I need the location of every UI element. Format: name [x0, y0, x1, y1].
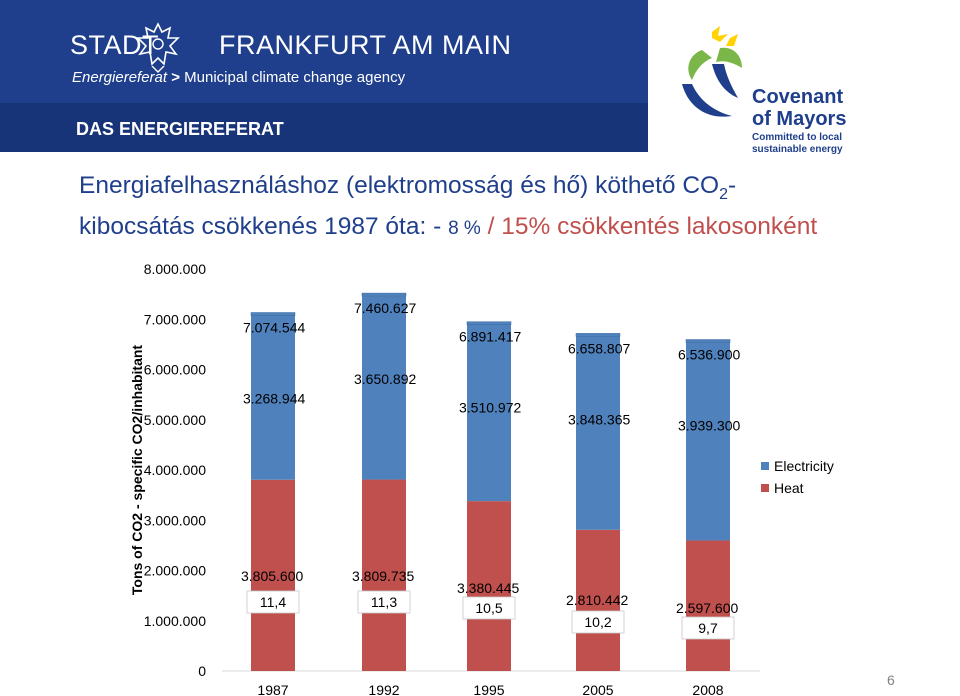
y-tick-label: 5.000.000 — [144, 412, 206, 428]
legend-label-heat: Heat — [774, 480, 804, 496]
total-label-2005: 6.658.807 — [568, 340, 630, 356]
covenant-emblem-icon — [682, 26, 742, 117]
bar-total-cap-1992 — [361, 292, 407, 297]
partner-name-line2: of Mayors — [752, 108, 847, 130]
x-tick-label: 1992 — [368, 682, 399, 696]
title-line-2-text: kibocsátás csökkenés 1987 óta: - — [79, 212, 449, 240]
slide-title: Energiafelhasználáshoz (elektromosság és… — [79, 170, 939, 245]
y-tick-label: 4.000.000 — [144, 462, 206, 478]
legend-swatch-electricity — [761, 462, 769, 470]
legend-swatch-heat — [761, 484, 769, 492]
per-capita-box-2005 — [571, 610, 625, 634]
per-capita-box-1992 — [357, 590, 411, 614]
x-tick-label: 1987 — [257, 682, 288, 696]
title-subscript: 2 — [719, 185, 728, 203]
per-capita-box-1995 — [462, 596, 516, 620]
x-tick-label: 1995 — [473, 682, 504, 696]
y-axis-title: Tons of CO2 - specific CO2/inhabitant — [129, 345, 145, 596]
partner-name-line1: Covenant — [752, 86, 844, 108]
banner-bar — [0, 103, 648, 152]
department-name: DAS ENERGIEREFERAT — [76, 119, 284, 139]
per-capita-box-1987 — [246, 590, 300, 614]
bar-electricity-2008 — [686, 342, 730, 541]
partner-tagline-line1: Committed to local — [752, 132, 843, 143]
bar-electricity-1995 — [467, 324, 511, 502]
bar-heat-2008 — [686, 540, 730, 671]
subtitle-text: Municipal climate change agency — [184, 69, 406, 86]
y-tick-label: 0 — [198, 663, 206, 679]
bar-electricity-2005 — [576, 336, 620, 530]
title-line-1: Energiafelhasználáshoz (elektromosság és… — [79, 170, 939, 211]
bar-total-cap-1987 — [250, 312, 296, 316]
per-capita-label-2008: 9,7 — [698, 620, 718, 636]
per-capita-label-1992: 11,3 — [371, 594, 397, 610]
per-capita-label-2005: 10,2 — [584, 614, 611, 630]
bar-electricity-1987 — [251, 315, 295, 480]
org-name-left: STADT — [70, 30, 159, 60]
y-tick-label: 3.000.000 — [144, 512, 206, 528]
x-tick-label: 2008 — [692, 682, 723, 696]
y-tick-label: 7.000.000 — [144, 311, 206, 327]
bar-heat-1992 — [362, 479, 406, 671]
heat-label-1992: 3.809.735 — [352, 568, 414, 584]
total-label-1995: 6.891.417 — [459, 329, 521, 345]
title-line-2: kibocsátás csökkenés 1987 óta: - 8 % / 1… — [79, 211, 939, 245]
legend-label-electricity: Electricity — [774, 458, 834, 474]
per-capita-label-1987: 11,4 — [260, 594, 286, 610]
heat-label-1987: 3.805.600 — [241, 568, 303, 584]
org-name-right: FRANKFURT AM MAIN — [219, 30, 512, 60]
co2-stacked-bar-chart: 0 1.000.000 2.000.000 3.000.000 4.000.000 5.0… — [129, 261, 834, 696]
y-tick-label: 2.000.000 — [144, 563, 206, 579]
total-label-1987: 7.074.544 — [243, 320, 305, 336]
per-capita-box-2008 — [681, 616, 735, 640]
bar-total-cap-2005 — [575, 333, 621, 337]
page-number: 6 — [887, 672, 895, 688]
subtitle-separator: > — [171, 69, 180, 86]
bar-total-cap-1995 — [466, 321, 512, 325]
subtitle: Energiereferat > Municipal climate chang… — [72, 69, 405, 86]
per-capita-label-1995: 10,5 — [475, 600, 502, 616]
electricity-label-2008: 3.939.300 — [678, 418, 740, 434]
electricity-label-1992: 3.650.892 — [354, 371, 416, 387]
electricity-label-1987: 3.268.944 — [243, 391, 305, 407]
title-per-capita-reduction: / 15% csökkentés lakosonként — [487, 212, 818, 240]
heat-label-2005: 2.810.442 — [566, 592, 628, 608]
heat-label-1995: 3.380.445 — [457, 580, 519, 596]
org-name: STADT FRANKFURT AM MAIN — [70, 30, 512, 61]
title-line-1-text: Energiafelhasználáshoz (elektromosság és… — [79, 172, 720, 199]
y-tick-label: 1.000.000 — [144, 613, 206, 629]
y-tick-label: 6.000.000 — [144, 362, 206, 378]
total-label-2008: 6.536.900 — [678, 347, 740, 363]
header: STADT FRANKFURT AM MAIN Energiereferat > … — [0, 0, 960, 155]
electricity-label-1995: 3.510.972 — [459, 400, 521, 416]
subtitle-prefix: Energiereferat — [72, 69, 168, 86]
bar-heat-1987 — [251, 479, 295, 671]
bar-heat-2005 — [576, 529, 620, 671]
total-label-1992: 7.460.627 — [354, 300, 416, 316]
title-line-1-dash: - — [727, 172, 737, 199]
plot-area: 0 1.000.000 2.000.000 3.000.000 4.000.000 5.0… — [129, 261, 834, 696]
electricity-label-2005: 3.848.365 — [568, 411, 630, 427]
x-tick-label: 2005 — [582, 682, 613, 696]
bar-heat-1995 — [467, 501, 511, 671]
bar-electricity-1992 — [362, 296, 406, 480]
eagle-crest-icon — [136, 22, 180, 73]
city-banner: STADT FRANKFURT AM MAIN Energiereferat > … — [0, 0, 648, 152]
title-percent: 8 % — [448, 217, 481, 239]
covenant-of-mayors-logo: Covenant of Mayors Committed to local su… — [672, 24, 852, 155]
y-tick-label: 8.000.000 — [144, 261, 206, 277]
bar-total-cap-2008 — [685, 339, 731, 343]
heat-label-2008: 2.597.600 — [676, 600, 738, 616]
partner-tagline-line2: sustainable energy — [752, 144, 843, 155]
